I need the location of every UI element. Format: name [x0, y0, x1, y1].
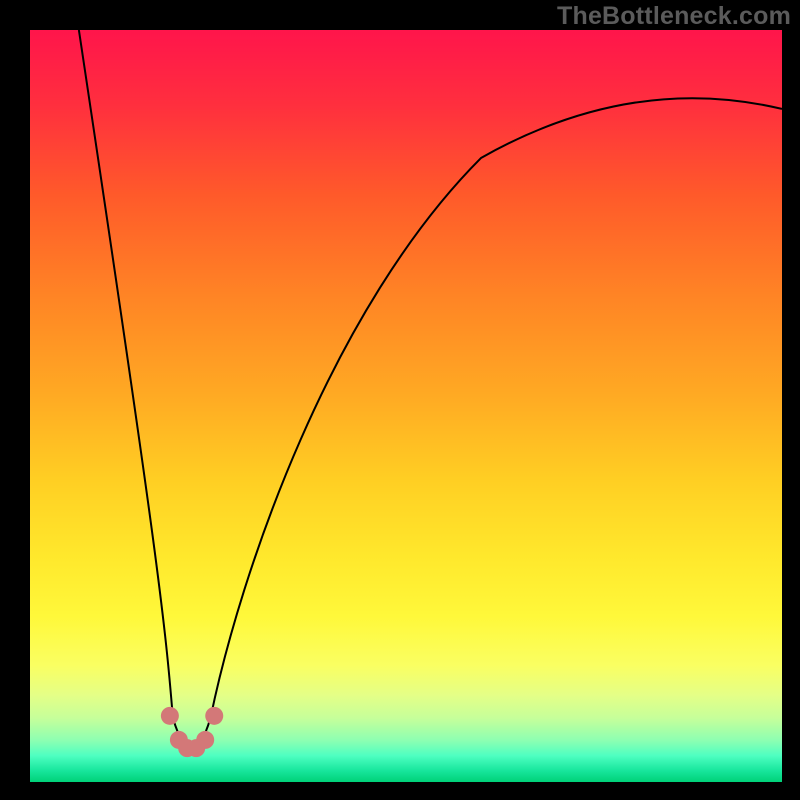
- trough-marker: [205, 707, 223, 725]
- watermark-text: TheBottleneck.com: [557, 2, 791, 31]
- plot-background: [30, 30, 782, 782]
- plot-frame: [0, 0, 800, 800]
- plot-area: [30, 30, 782, 782]
- trough-marker: [161, 707, 179, 725]
- trough-marker: [196, 731, 214, 749]
